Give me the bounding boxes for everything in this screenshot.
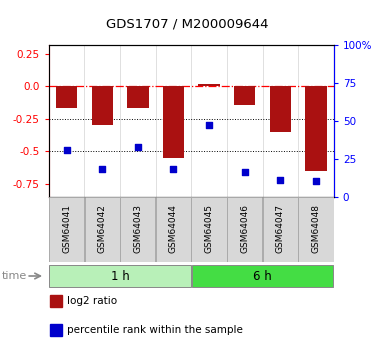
Bar — [192, 265, 333, 287]
Bar — [163, 86, 184, 158]
Bar — [50, 324, 62, 336]
Text: 1 h: 1 h — [111, 269, 129, 283]
Text: GSM64048: GSM64048 — [311, 204, 320, 253]
Bar — [270, 86, 291, 132]
Text: GSM64043: GSM64043 — [134, 204, 142, 253]
Point — [277, 177, 284, 183]
Bar — [56, 86, 77, 108]
Bar — [234, 86, 255, 105]
Point — [206, 122, 212, 128]
Point — [63, 147, 70, 152]
Text: GDS1707 / M200009644: GDS1707 / M200009644 — [106, 17, 269, 30]
Bar — [262, 197, 298, 262]
Point — [242, 170, 248, 175]
Bar — [49, 197, 84, 262]
Bar — [120, 197, 156, 262]
Bar — [127, 86, 148, 108]
Point — [135, 144, 141, 149]
Text: GSM64045: GSM64045 — [205, 204, 214, 253]
Bar — [227, 197, 262, 262]
Text: GSM64047: GSM64047 — [276, 204, 285, 253]
Bar — [156, 197, 191, 262]
Bar — [50, 295, 62, 307]
Text: GSM64046: GSM64046 — [240, 204, 249, 253]
Bar — [92, 86, 113, 125]
Text: GSM64041: GSM64041 — [62, 204, 71, 253]
Bar — [84, 197, 120, 262]
Point — [99, 167, 105, 172]
Point — [170, 167, 176, 172]
Text: log2 ratio: log2 ratio — [67, 296, 117, 306]
Bar — [298, 197, 334, 262]
Bar — [191, 197, 227, 262]
Bar — [305, 86, 327, 171]
Text: GSM64044: GSM64044 — [169, 204, 178, 253]
Text: GSM64042: GSM64042 — [98, 204, 106, 253]
Bar — [49, 265, 191, 287]
Text: percentile rank within the sample: percentile rank within the sample — [67, 325, 243, 335]
Point — [313, 179, 319, 184]
Text: time: time — [2, 271, 27, 281]
Bar — [198, 84, 220, 86]
Text: 6 h: 6 h — [253, 269, 272, 283]
